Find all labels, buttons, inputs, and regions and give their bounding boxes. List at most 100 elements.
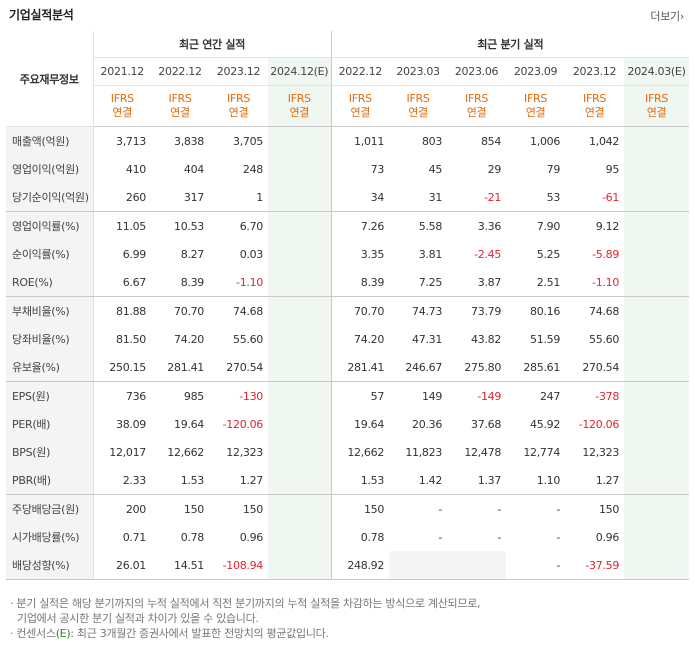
table-cell: 3.36 [477,219,502,233]
table-cell: 47.31 [412,332,443,346]
table-cell: 247 [539,389,561,403]
table-cell: 5.25 [536,247,561,261]
table-cell: 3,705 [233,134,263,148]
table-cell: -21 [447,183,507,212]
table-cell: 38.09 [116,417,146,431]
table-cell: 5.58 [418,219,443,233]
table-body: 매출액(억원) 3,713 3,838 3,705 1,011 803 854 1,006 1,… [6,126,690,580]
table-cell: 1.27 [565,466,625,495]
table-cell: 150 [598,502,620,516]
table-cell: -61 [565,183,625,212]
table-cell: 8.39 [151,268,209,297]
basis-label: IFRS [524,92,548,105]
table-row: 유보율(%) 250.15 281.41 270.54 281.41 246.67 275.… [6,353,690,382]
period-label: 2023.09 [513,65,558,78]
table-cell [268,494,332,523]
table-cell: 1.37 [447,466,507,495]
table-cell: 3,713 [116,134,146,148]
table-cell: 1.42 [389,466,448,495]
basis-label-2: 연결 [112,106,133,119]
table-row: ROE(%) 6.67 8.39 -1.10 8.39 7.25 3.87 2.51 -1.10 [6,268,690,297]
table-cell: 11,823 [405,445,443,459]
table-cell: 6.70 [239,219,264,233]
table-cell: 14.51 [151,551,209,580]
basis-label: IFRS [583,92,607,105]
table-cell: 51.59 [530,332,561,346]
table-cell [624,325,690,353]
table-cell [268,155,332,183]
table-cell: 19.64 [330,410,390,438]
table-cell [268,410,332,438]
row-label: 주당배당금(원) [6,494,94,523]
table-cell: 12,478 [464,445,502,459]
table-cell [268,551,332,580]
table-cell: 248.92 [330,551,390,580]
table-cell: 317 [151,183,209,212]
basis-label-2: 연결 [170,106,190,119]
period-label: 2024.12 [270,65,314,78]
table-cell: 12,662 [330,438,390,466]
table-row: 시가배당률(%) 0.71 0.78 0.96 0.78 - - - 0.96 [6,523,690,551]
table-row: 영업이익(억원) 410 404 248 73 45 29 79 95 [6,155,690,183]
table-cell [624,296,690,325]
row-label: ROE(%) [6,268,94,297]
row-label: PER(배) [6,410,94,438]
basis-label-2: 연결 [289,106,310,119]
table-cell: 275.80 [447,353,507,382]
period-label: 2021.12 [100,65,145,78]
financial-table: 주요재무정보 최근 연간 실적 최근 분기 실적 2021.12 2022.12 2… [6,31,690,580]
basis-label-2: 연결 [350,106,371,119]
table-cell: 9.12 [595,219,620,233]
table-cell: 7.25 [389,268,448,297]
table-cell: - [556,502,561,516]
table-cell: 1.53 [330,466,390,495]
table-cell [268,296,332,325]
table-cell: 81.50 [116,332,146,346]
table-cell: 246.67 [389,353,448,382]
more-link[interactable]: 더보기› [650,8,684,24]
table-cell [624,353,690,382]
period-header: 2022.12 [330,57,390,86]
table-cell: 200 [125,502,146,516]
period-label: 2024.03 [627,65,672,78]
table-cell: 73 [330,155,390,183]
table-cell: 248 [242,162,263,176]
basis-row: IFRS 연결 IFRS 연결 IFRS 연결 IFRS 연결 IFRS 연결 IFRS 연결 IFRS… [6,85,690,127]
basis-label: IFRS [287,92,311,105]
table-cell [624,410,690,438]
table-cell: 1,006 [530,134,561,148]
basis-header: IFRS 연결 [565,85,625,127]
table-cell: 3,838 [174,134,204,148]
table-cell [389,551,448,580]
row-label: BPS(원) [6,438,94,466]
table-cell [624,240,690,268]
basis-header: IFRS 연결 [151,85,209,127]
table-cell: 29 [487,162,502,176]
table-cell: 74.20 [330,325,390,353]
table-cell: 80.16 [530,304,561,318]
table-cell: 2.33 [93,466,151,495]
table-cell: 1 [209,183,268,212]
table-row: 배당성향(%) 26.01 14.51 -108.94 248.92 - -37.59 [6,551,690,580]
period-header: 2023.09 [506,57,566,86]
table-cell: 285.61 [506,353,566,382]
period-label: 2023.03 [396,65,440,78]
table-cell: 803 [421,134,443,148]
table-cell: -149 [477,389,502,403]
table-cell: 0.96 [595,530,620,544]
table-cell: 410 [125,162,146,176]
table-cell: 0.71 [122,530,147,544]
table-cell [624,268,690,297]
table-cell [624,381,690,410]
basis-label-2: 연결 [646,106,667,119]
row-header: 주요재무정보 [6,31,94,127]
table-cell: -108.94 [209,551,268,580]
table-cell: 12,323 [582,445,620,459]
table-row: PER(배) 38.09 19.64 -120.06 19.64 20.36 37.68 45… [6,410,690,438]
table-cell: 1,042 [589,134,620,148]
table-cell: 74.20 [174,332,204,346]
table-cell [268,381,332,410]
table-cell [268,126,332,155]
table-cell: 26.01 [93,551,151,580]
note-2: 기업에서 공시한 분기 실적과 차이가 있을 수 있습니다. [17,612,259,625]
